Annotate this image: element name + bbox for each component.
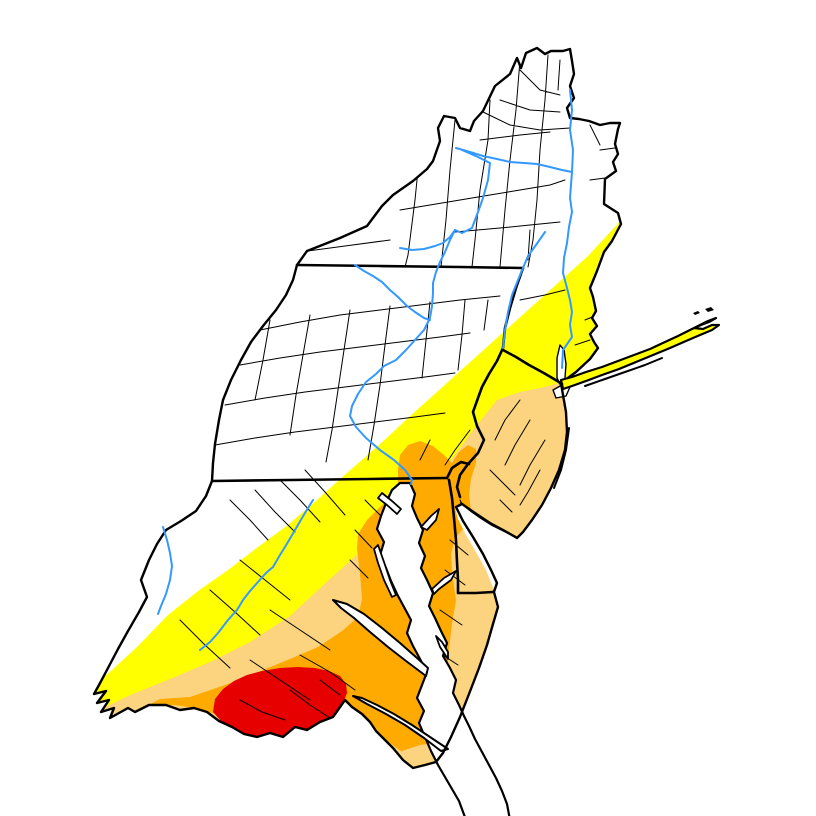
ny-pa-line bbox=[295, 263, 525, 270]
long-island bbox=[559, 316, 721, 391]
li-barrier-island bbox=[584, 357, 663, 387]
susquehanna-ny-branch bbox=[399, 229, 456, 251]
delaware-bay-fill bbox=[455, 503, 517, 590]
susquehanna-river bbox=[349, 149, 491, 485]
rappahannock-estuary bbox=[352, 695, 449, 752]
county-lines-ny bbox=[299, 54, 616, 301]
plum-island bbox=[705, 307, 714, 312]
long-island-group bbox=[553, 307, 721, 489]
basin-outline bbox=[92, 46, 623, 770]
rivers bbox=[157, 89, 574, 651]
chester-river-arm bbox=[420, 508, 440, 531]
de-md-border bbox=[447, 478, 495, 595]
county-lines-nj bbox=[489, 399, 546, 513]
hudson-river bbox=[561, 89, 574, 369]
susquehanna-west-branch bbox=[354, 264, 431, 321]
nj-barrier-island bbox=[553, 427, 570, 489]
mohawk-river bbox=[455, 147, 573, 173]
mason-dixon-line bbox=[210, 476, 449, 483]
fishers-island bbox=[693, 311, 700, 315]
patuxent-river-arm bbox=[373, 544, 397, 598]
ny-nj-line bbox=[501, 348, 564, 386]
shenandoah-river bbox=[199, 499, 314, 651]
potomac-north-branch bbox=[157, 526, 173, 615]
county-lines-pa bbox=[214, 295, 501, 466]
d3-extreme-drought-area bbox=[213, 667, 347, 738]
potomac-estuary bbox=[332, 599, 429, 677]
choptank-river-arm bbox=[431, 570, 457, 595]
nanticoke-river-arm bbox=[435, 635, 449, 660]
delaware-arc bbox=[445, 460, 471, 480]
patapsco-river-arm bbox=[377, 492, 402, 515]
delaware-river-upper bbox=[502, 231, 546, 349]
va-eastern-shore-d1 bbox=[469, 706, 486, 726]
